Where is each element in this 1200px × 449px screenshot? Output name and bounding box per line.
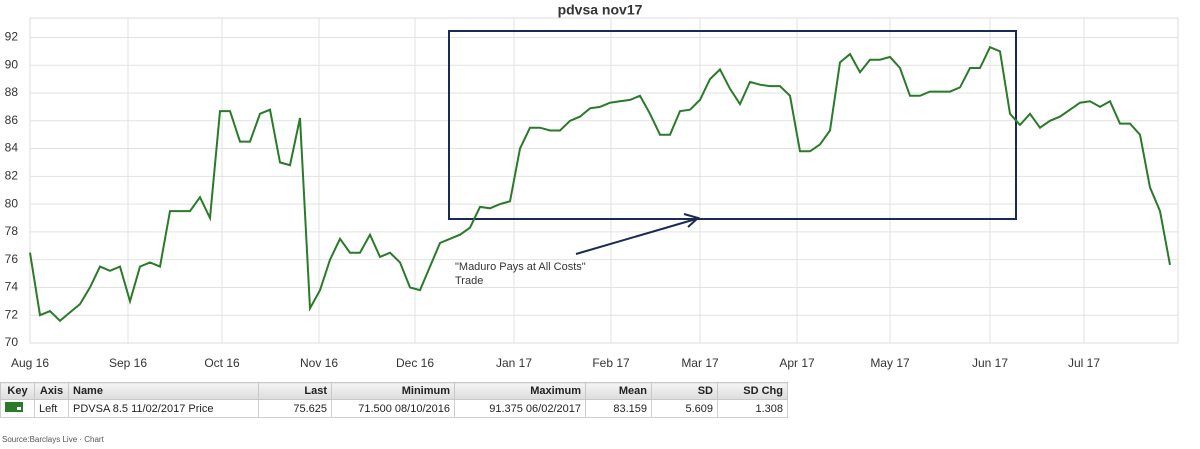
y-tick-label: 72	[5, 307, 19, 321]
highlight-box	[448, 30, 1017, 220]
table-cell: PDVSA 8.5 11/02/2017 Price	[68, 399, 259, 418]
x-tick-label: Nov 16	[300, 356, 338, 370]
y-tick-label: 82	[5, 169, 19, 183]
x-tick-label: Jun 17	[972, 356, 1008, 370]
y-tick-label: 74	[5, 280, 19, 294]
x-tick-label: Dec 16	[396, 356, 434, 370]
x-tick-label: Jul 17	[1068, 356, 1100, 370]
x-tick-label: Apr 17	[779, 356, 815, 370]
arrow-head	[683, 213, 701, 228]
column-header: SD Chg	[717, 382, 788, 400]
column-header: Name	[68, 382, 259, 400]
annotation: "Maduro Pays at All Costs"	[455, 261, 586, 273]
table-cell: Left	[34, 399, 69, 418]
chart-title: pdvsa nov17	[558, 2, 643, 18]
y-tick-label: 80	[5, 196, 19, 210]
x-tick-label: Oct 16	[204, 356, 240, 370]
data-row: Left PDVSA 8.5 11/02/2017 Price 75.625 71.5…	[0, 399, 788, 418]
x-tick-label: Jan 17	[496, 356, 532, 370]
stats-table: Key Axis Name Last Minimum Maximum Mean SD SD Ch…	[0, 382, 788, 418]
column-header: Axis	[34, 382, 69, 400]
column-header: Last	[258, 382, 332, 400]
price-line	[29, 45, 1171, 323]
x-tick-label: Mar 17	[681, 356, 719, 370]
y-tick-label: 76	[5, 252, 19, 266]
y-tick-label: 86	[5, 113, 19, 127]
column-header: Minimum	[331, 382, 455, 400]
column-header: Mean	[585, 382, 652, 400]
x-tick-label: Feb 17	[592, 356, 630, 370]
column-header: Maximum	[454, 382, 586, 400]
arrow	[575, 218, 697, 255]
table-cell: 83.159	[585, 399, 652, 418]
y-tick-label: 70	[5, 335, 19, 349]
annotation: Trade	[455, 275, 483, 287]
y-tick-label: 90	[5, 57, 19, 71]
y-tick-label: 88	[5, 85, 19, 99]
column-header: SD	[651, 382, 718, 400]
table-cell: 91.375 06/02/2017	[454, 399, 586, 418]
plot-frame	[29, 17, 1179, 344]
table-cell: 71.500 08/10/2016	[331, 399, 455, 418]
column-header: Key	[0, 382, 35, 400]
x-tick-label: May 17	[870, 356, 910, 370]
y-tick-label: 92	[5, 30, 19, 44]
key-icon	[5, 402, 23, 412]
table-cell: 5.609	[651, 399, 718, 418]
chart: pdvsa nov17 Jul 17 Jun 17 May 17 Apr 17 Mar …	[5, 2, 1179, 370]
table-cell: 1.308	[717, 399, 788, 418]
x-tick-label: Aug 16	[11, 356, 49, 370]
header-row: Key Axis Name Last Minimum Maximum Mean SD SD Ch…	[0, 382, 788, 400]
x-tick-label: Sep 16	[109, 356, 147, 370]
table-cell: 75.625	[258, 399, 332, 418]
source: Source:Barclays Live · Chart	[2, 435, 104, 444]
y-tick-label: 78	[5, 224, 19, 238]
key-cell	[0, 399, 35, 418]
y-tick-label: 84	[5, 141, 19, 155]
